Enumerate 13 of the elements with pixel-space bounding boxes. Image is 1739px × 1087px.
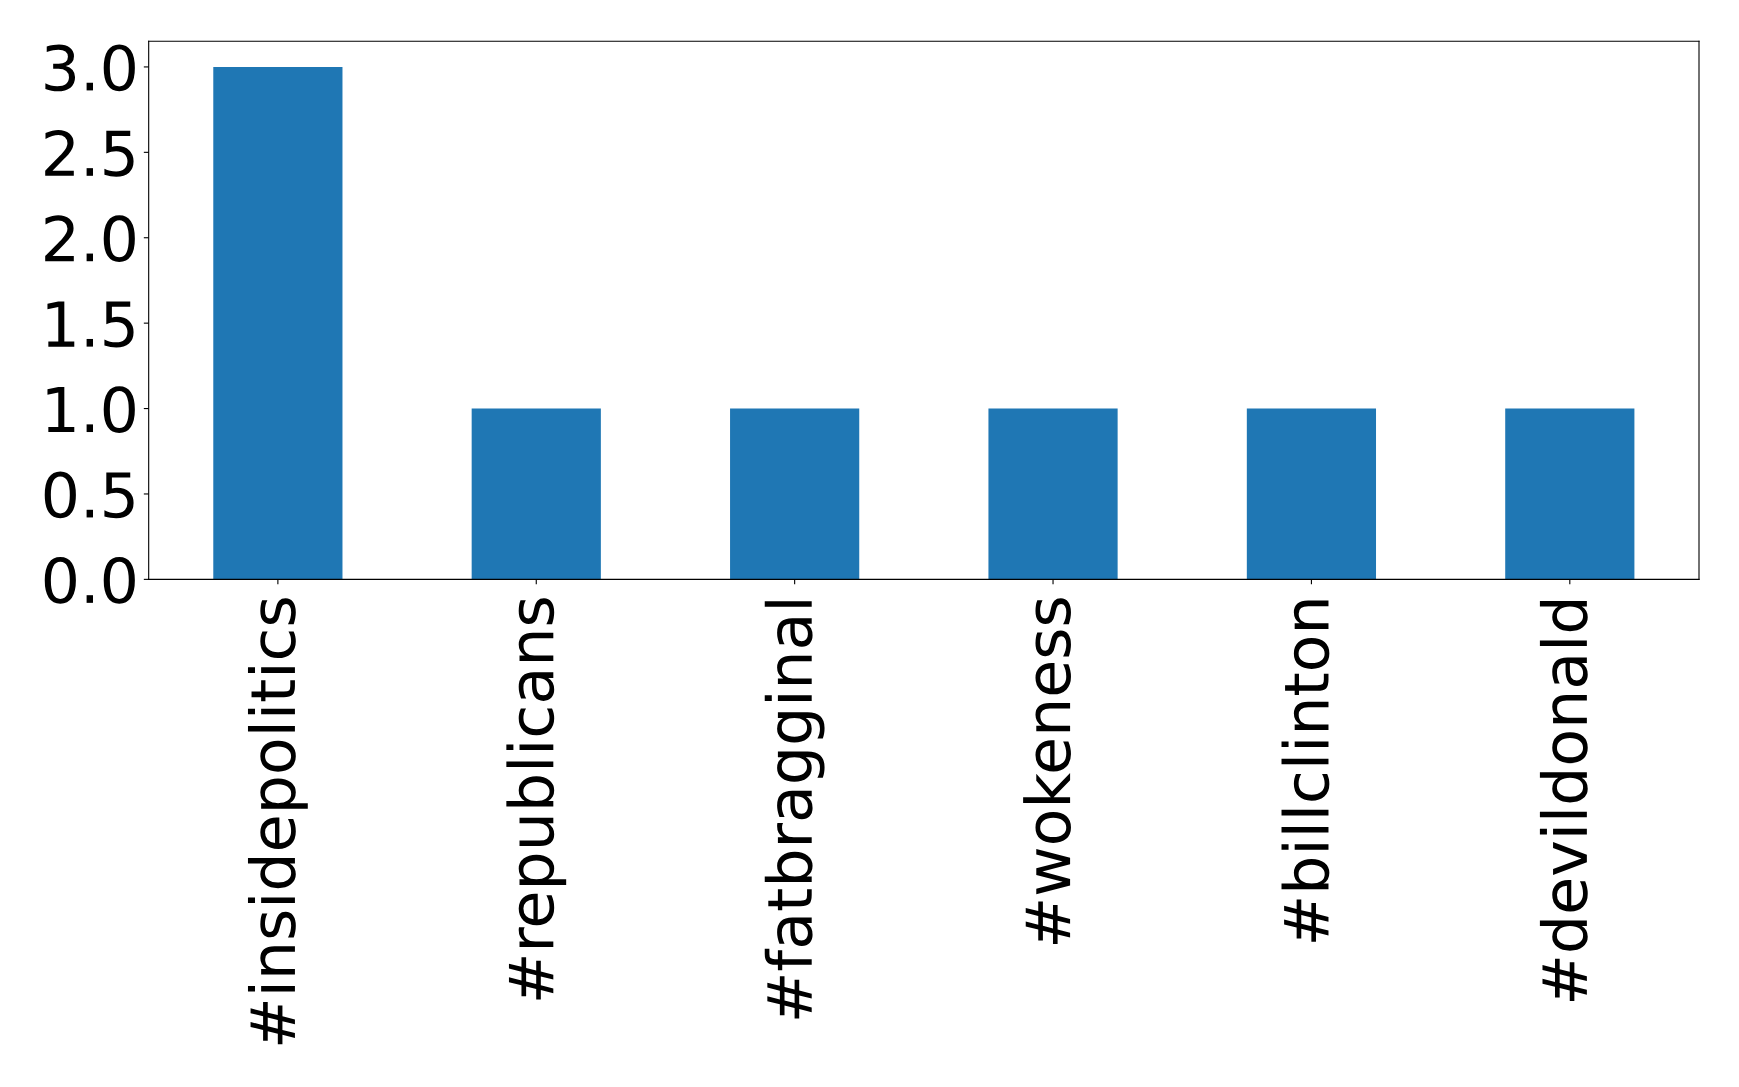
x-tick-label: #fatbragginal — [764, 601, 825, 1019]
y-tick-label: 2.5 — [45, 129, 134, 177]
x-tick-label: #wokeness — [1023, 598, 1071, 944]
x-tick-label: #billclinton — [1281, 600, 1330, 942]
x-tick-label: #insidepolitics — [247, 598, 308, 1045]
x-tick-label: #devildonald — [1539, 600, 1588, 1002]
y-tick-label: 2.0 — [45, 215, 135, 263]
y-tick-label: 3.0 — [45, 44, 135, 92]
y-tick-label: 0.0 — [44, 556, 135, 604]
x-tick-label: #republicans — [506, 598, 567, 1000]
y-tick-label: 1.5 — [47, 301, 134, 348]
y-tick-label: 1.0 — [47, 386, 135, 433]
y-tick-label: 0.5 — [44, 471, 134, 519]
